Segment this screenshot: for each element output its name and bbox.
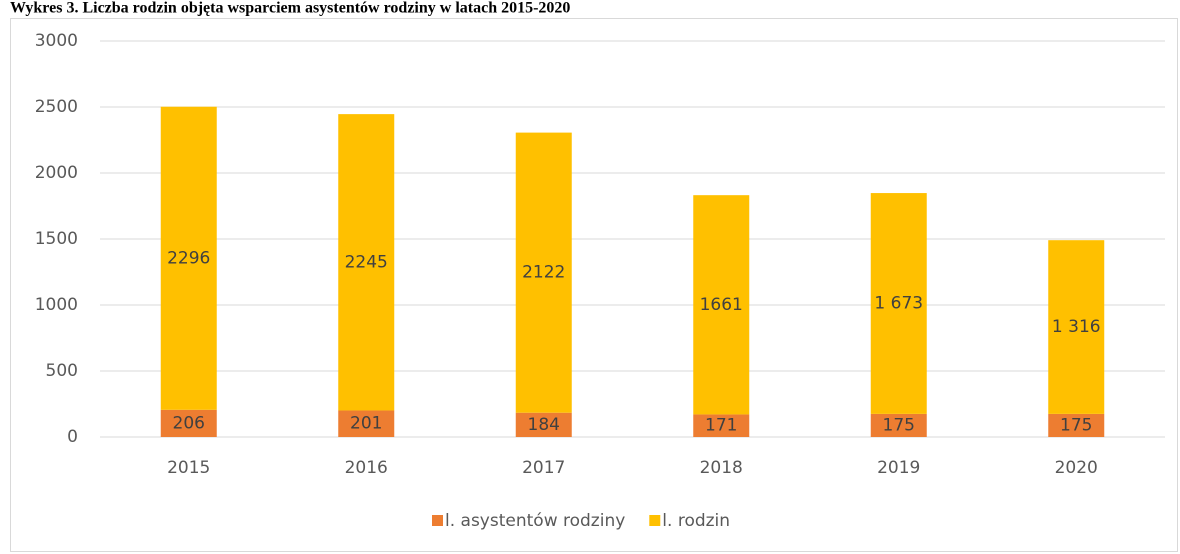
data-label: 1 673 (874, 293, 923, 313)
y-tick-label: 2000 (35, 163, 78, 183)
data-label: 2296 (167, 248, 210, 268)
data-label: 175 (883, 415, 915, 435)
bar-segment (515, 412, 572, 437)
x-tick-label: 2016 (345, 458, 388, 478)
data-label: 1 316 (1052, 317, 1101, 337)
data-label: 2122 (522, 263, 565, 283)
bar-segment (693, 414, 750, 437)
data-label: 201 (350, 414, 382, 434)
data-label: 2245 (345, 252, 388, 272)
bar-segment (160, 409, 217, 437)
data-label: 206 (173, 413, 205, 433)
bar-segment (515, 132, 572, 413)
x-tick-label: 2020 (1055, 458, 1098, 478)
y-tick-label: 3000 (35, 31, 78, 51)
bar-segment (693, 195, 750, 415)
y-tick-label: 2500 (35, 97, 78, 117)
data-label: 184 (528, 415, 560, 435)
legend-swatch (649, 515, 661, 526)
legend-label: l. rodzin (662, 511, 730, 531)
y-tick-label: 1500 (35, 229, 78, 249)
data-label: 175 (1060, 415, 1092, 435)
x-tick-label: 2018 (700, 458, 743, 478)
x-tick-label: 2019 (877, 458, 920, 478)
y-tick-label: 500 (46, 361, 78, 381)
bar-segment (338, 114, 395, 411)
bar-segment (1048, 413, 1105, 437)
legend-label: l. asystentów rodziny (445, 511, 625, 531)
y-tick-label: 1000 (35, 295, 78, 315)
bar-segment (870, 413, 927, 437)
data-label: 171 (705, 416, 737, 436)
legend-swatch (432, 515, 443, 526)
x-tick-label: 2017 (522, 458, 565, 478)
bar-segment (1048, 240, 1105, 414)
y-tick-label: 0 (67, 427, 78, 447)
data-label: 1661 (700, 295, 743, 315)
bar-segment (160, 106, 217, 410)
bar-segment (338, 410, 395, 437)
bar-segment (870, 193, 927, 414)
chart-title: Wykres 3. Liczba rodzin objęta wsparciem… (10, 0, 570, 17)
x-tick-label: 2015 (167, 458, 210, 478)
